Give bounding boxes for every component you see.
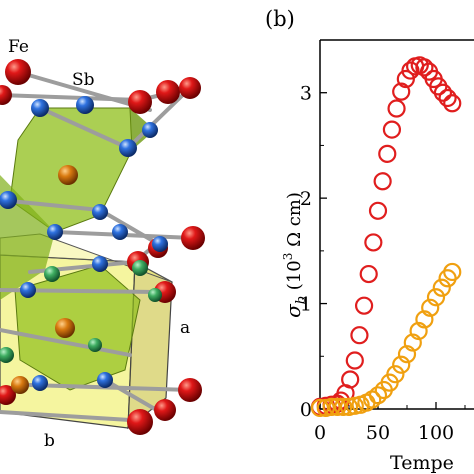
y-axis-label: σb (103 Ω cm) xyxy=(281,192,309,318)
data-point-series-2 xyxy=(386,365,405,384)
data-point-series-1 xyxy=(387,99,406,118)
inner-atoms xyxy=(0,165,162,394)
panel-label: (b) xyxy=(265,7,295,31)
data-point-series-1 xyxy=(354,296,374,315)
data-point-series-2 xyxy=(415,310,434,329)
x-tick-label: 50 xyxy=(366,422,390,444)
data-point-series-1 xyxy=(364,233,383,252)
x-tick-label: 0 xyxy=(314,422,326,444)
data-point-series-1 xyxy=(401,61,420,80)
data-point-series-2 xyxy=(328,397,347,416)
axis-b-label: b xyxy=(44,431,55,451)
data-point-series-2 xyxy=(403,333,422,352)
data-point-series-1 xyxy=(345,351,364,370)
y-axis-subscript: b xyxy=(294,296,309,304)
data-point-series-1 xyxy=(433,83,453,102)
data-point-series-2 xyxy=(432,278,451,297)
plot-area: 0 1 2 3 0 50 100 xyxy=(300,39,474,444)
sb-atoms xyxy=(0,96,168,391)
data-point-series-1 xyxy=(382,120,402,139)
data-point-series-2 xyxy=(322,397,341,416)
data-point-series-1 xyxy=(378,144,397,163)
x-axis-label: Tempe xyxy=(390,452,454,474)
data-point-series-1 xyxy=(415,58,434,77)
data-point-series-2 xyxy=(368,386,388,405)
y-tick-label: 0 xyxy=(300,399,312,421)
data-point-series-1 xyxy=(443,94,462,113)
data-point-series-1 xyxy=(341,370,360,389)
data-point-series-1 xyxy=(350,326,369,345)
y-tick-label: 3 xyxy=(300,83,312,105)
axis-a-label: a xyxy=(180,318,190,338)
data-point-series-2 xyxy=(443,262,462,282)
y-axis-units-prefix: (10 xyxy=(284,260,305,296)
data-point-series-2 xyxy=(397,345,417,364)
fe-label: Fe xyxy=(8,37,29,57)
data-point-series-1 xyxy=(368,201,388,220)
y-axis-symbol: σ xyxy=(281,303,305,318)
x-tick-label: 100 xyxy=(418,422,454,444)
data-point-series-1 xyxy=(392,82,411,101)
data-point-series-2 xyxy=(392,355,411,374)
y-tick-label: 2 xyxy=(300,188,312,210)
sb-label: Sb xyxy=(72,70,95,90)
data-point-series-2 xyxy=(409,321,428,341)
data-point-series-1 xyxy=(359,264,378,284)
y-axis-units-suffix: Ω cm) xyxy=(284,192,305,253)
data-point-series-1 xyxy=(438,88,457,108)
y-axis-units-exp: 3 xyxy=(281,253,295,261)
data-point-series-2 xyxy=(421,298,440,317)
crystal-structure: Fe Sb a b xyxy=(0,37,205,451)
data-point-series-2 xyxy=(334,397,353,416)
y-tick-label: 1 xyxy=(300,294,312,316)
data-point-series-2 xyxy=(310,398,330,418)
data-point-series-1 xyxy=(373,172,392,191)
data-point-series-2 xyxy=(426,288,446,307)
